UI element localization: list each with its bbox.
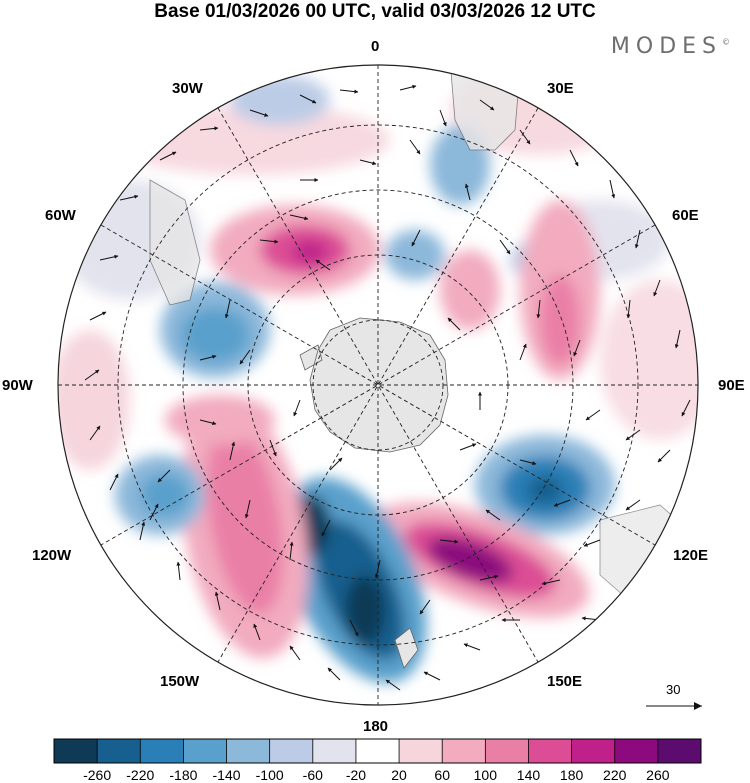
lon-label-150w: 150W	[160, 673, 200, 690]
lon-label-120e: 120E	[673, 547, 709, 564]
colorbar-swatch	[312, 739, 357, 763]
lon-label-0: 0	[371, 38, 380, 55]
colorbar-swatch	[54, 739, 98, 763]
colorbar-tick-label: 260	[646, 767, 670, 783]
colorbar-frame	[53, 738, 702, 764]
colorbar: -260 -220 -180 -140 -100 -60 -20 20 60 100 140 180 2…	[53, 738, 702, 783]
colorbar-tick-label: 100	[474, 767, 498, 783]
brand-text: MODES	[610, 34, 722, 59]
lon-label-180: 180	[363, 718, 389, 735]
colorbar-swatch	[140, 739, 184, 763]
map-title: Base 01/03/2026 00 UTC, valid 03/03/2026…	[154, 1, 596, 22]
colorbar-tick-label: -20	[346, 767, 366, 783]
colorbar-tick-label: -140	[213, 767, 241, 783]
colorbar-swatch	[183, 739, 228, 763]
map-disk	[58, 65, 698, 705]
colorbar-tick-label: 220	[603, 767, 627, 783]
colorbar-swatch	[355, 739, 400, 763]
colorbar-tick-label: -180	[169, 767, 197, 783]
colorbar-swatch	[226, 739, 271, 763]
wind-vectors	[84, 84, 691, 691]
colorbar-swatch	[657, 739, 702, 763]
colorbar-tick-label: -60	[303, 767, 323, 783]
lon-label-30w: 30W	[172, 80, 203, 97]
colorbar-tick-label: -100	[256, 767, 284, 783]
colorbar-tick-label: -260	[83, 767, 111, 783]
lon-label-90e: 90E	[718, 377, 745, 394]
colorbar-swatch	[485, 739, 529, 763]
reference-vector-value: 30	[666, 682, 681, 697]
reference-vector: 30	[640, 682, 710, 712]
colorbar-tick-label: 60	[434, 767, 450, 783]
colorbar-tick-label: 180	[560, 767, 584, 783]
lat-lon-grid	[58, 65, 698, 705]
colorbar-swatch	[571, 739, 616, 763]
lon-label-150e: 150E	[547, 673, 583, 690]
colorbar-swatch	[442, 739, 486, 763]
colorbar-tick-label: 20	[391, 767, 407, 783]
modes-logo: MODES©	[611, 34, 730, 59]
colorbar-swatch	[269, 739, 314, 763]
colorbar-swatch	[614, 739, 659, 763]
lon-label-90w: 90W	[2, 377, 33, 394]
lon-label-120w: 120W	[32, 547, 72, 564]
new-zealand-landmass	[394, 627, 419, 669]
colorbar-tick-label: -220	[126, 767, 154, 783]
colorbar-tick-label: 140	[517, 767, 541, 783]
arrow-right-icon	[646, 702, 702, 710]
colorbar-swatch	[97, 739, 141, 763]
lon-label-60e: 60E	[672, 207, 699, 224]
copyright-mark: ©	[722, 37, 730, 47]
lon-label-60w: 60W	[45, 207, 76, 224]
colorbar-swatch	[399, 739, 443, 763]
lon-label-30e: 30E	[547, 80, 574, 97]
map-boundary	[57, 64, 699, 706]
colorbar-swatch	[528, 739, 573, 763]
